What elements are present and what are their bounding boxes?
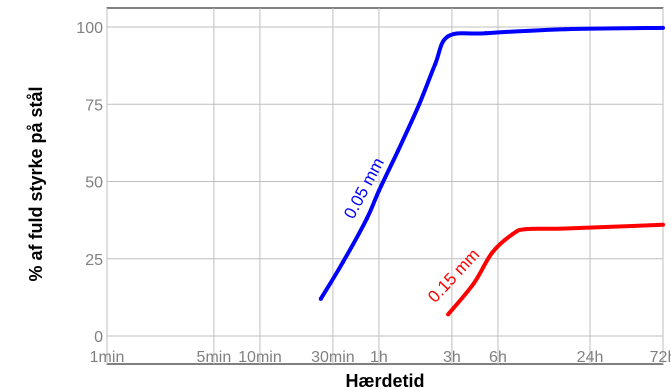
x-tick-label: 1min bbox=[90, 349, 125, 366]
data-point bbox=[446, 34, 451, 39]
data-point bbox=[510, 232, 515, 237]
data-point bbox=[376, 188, 381, 193]
y-tick-label: 100 bbox=[76, 20, 103, 37]
data-point bbox=[417, 102, 422, 107]
x-tick-label: 6h bbox=[489, 349, 507, 366]
data-point bbox=[318, 296, 323, 301]
y-tick-label: 75 bbox=[85, 97, 103, 114]
data-point bbox=[364, 216, 369, 221]
x-tick-label: 3h bbox=[443, 349, 461, 366]
data-point bbox=[471, 281, 476, 286]
x-tick-label: 72h bbox=[650, 349, 671, 366]
series-line bbox=[319, 25, 664, 300]
data-point bbox=[563, 27, 568, 32]
data-point bbox=[483, 31, 488, 36]
x-tick-label: 10min bbox=[238, 349, 282, 366]
x-tick-label: 30min bbox=[311, 349, 355, 366]
x-tick-label: 1h bbox=[370, 349, 388, 366]
plot-area bbox=[106, 7, 664, 365]
y-tick-label: 0 bbox=[94, 329, 103, 346]
data-point bbox=[341, 259, 346, 264]
data-point bbox=[490, 250, 495, 255]
data-point bbox=[524, 227, 529, 232]
x-tick-label: 24h bbox=[577, 349, 604, 366]
data-point bbox=[433, 62, 438, 67]
y-tick-labels: 0 25 50 75 100 bbox=[76, 20, 103, 346]
data-point bbox=[563, 226, 568, 231]
x-axis-label: Hærdetid bbox=[345, 371, 424, 389]
x-tick-label: 5min bbox=[197, 349, 232, 366]
grid bbox=[106, 8, 664, 364]
data-point bbox=[661, 25, 665, 30]
data-point bbox=[661, 222, 665, 227]
y-axis-label: % af fuld styrke på stål bbox=[26, 86, 46, 281]
x-tick-labels: 1min 5min 10min 30min 1h 3h 6h 24h 72h bbox=[90, 349, 671, 366]
y-tick-label: 25 bbox=[85, 252, 103, 269]
data-point bbox=[446, 312, 451, 317]
data-point bbox=[396, 148, 401, 153]
y-tick-label: 50 bbox=[85, 175, 103, 192]
